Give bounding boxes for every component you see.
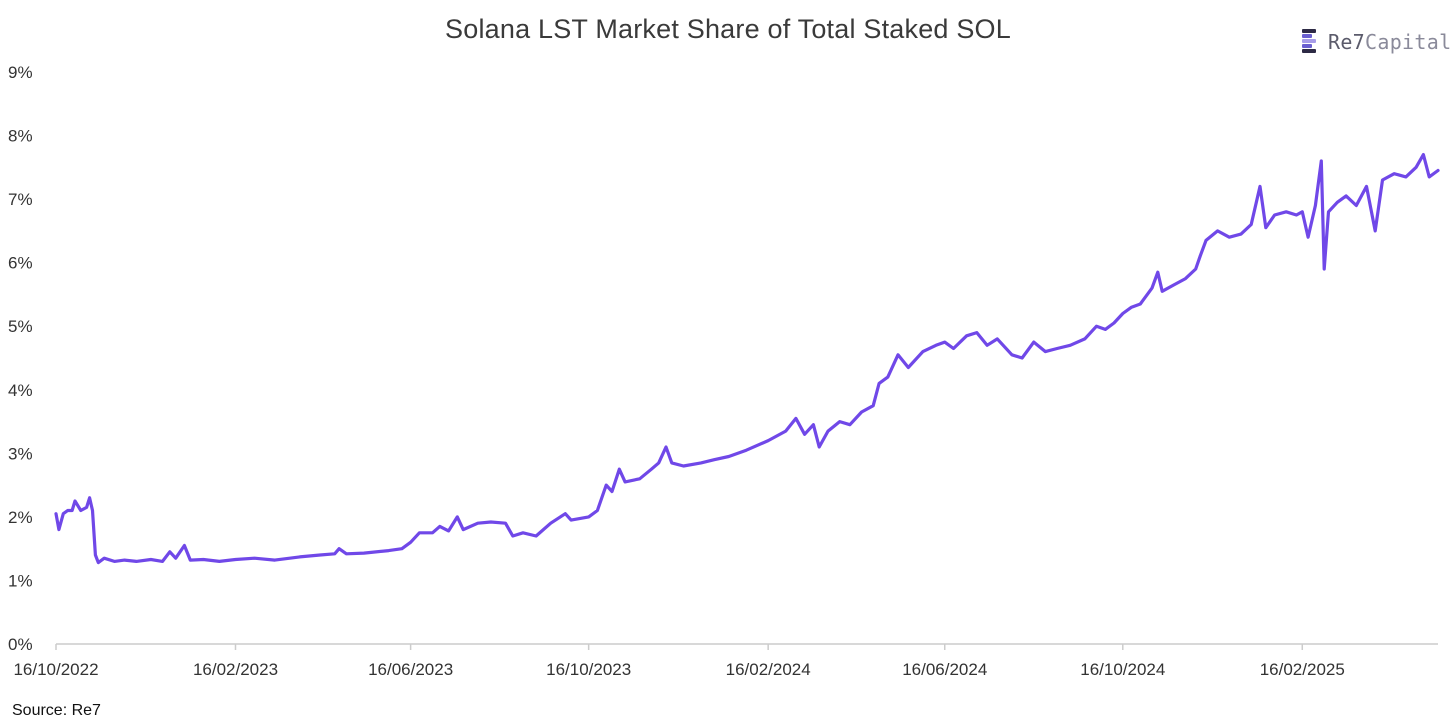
x-tick-label: 16/10/2022: [13, 660, 98, 679]
y-tick-label: 5%: [8, 317, 33, 336]
brand-name-secondary: Capital: [1365, 30, 1452, 54]
x-tick-label: 16/06/2023: [368, 660, 453, 679]
series-line: [54, 153, 1440, 565]
x-tick-label: 16/06/2024: [902, 660, 987, 679]
y-axis: 0% 1% 2% 3% 4% 5% 6% 7% 8% 9%: [8, 63, 33, 654]
brand-name: Re7Capital: [1328, 30, 1451, 54]
source-note: Source: Re7: [12, 702, 101, 719]
x-axis: 16/10/2022 16/02/2023 16/06/2023 16/10/2023…: [13, 643, 1438, 679]
brand-logo: Re7Capital: [1302, 28, 1451, 56]
x-tick-label: 16/02/2025: [1260, 660, 1345, 679]
y-tick-label: 9%: [8, 63, 33, 82]
y-tick-label: 2%: [8, 508, 33, 527]
plot-series: [54, 153, 1440, 565]
chart-title: Solana LST Market Share of Total Staked …: [445, 14, 1011, 44]
x-tick-label: 16/02/2024: [726, 660, 811, 679]
y-tick-label: 0%: [8, 635, 33, 654]
y-tick-label: 7%: [8, 190, 33, 209]
y-tick-label: 1%: [8, 571, 33, 590]
x-tick-label: 16/10/2024: [1080, 660, 1165, 679]
brand-logo-icon: [1302, 29, 1320, 55]
y-tick-label: 3%: [8, 444, 33, 463]
x-tick-label: 16/10/2023: [546, 660, 631, 679]
y-tick-label: 4%: [8, 381, 33, 400]
line-chart: 0% 1% 2% 3% 4% 5% 6% 7% 8% 9% 16/10/2022 16/02/202…: [8, 63, 1440, 679]
brand-name-primary: Re7: [1328, 30, 1366, 54]
x-tick-label: 16/02/2023: [193, 660, 278, 679]
y-tick-label: 8%: [8, 127, 33, 146]
y-tick-label: 6%: [8, 254, 33, 273]
